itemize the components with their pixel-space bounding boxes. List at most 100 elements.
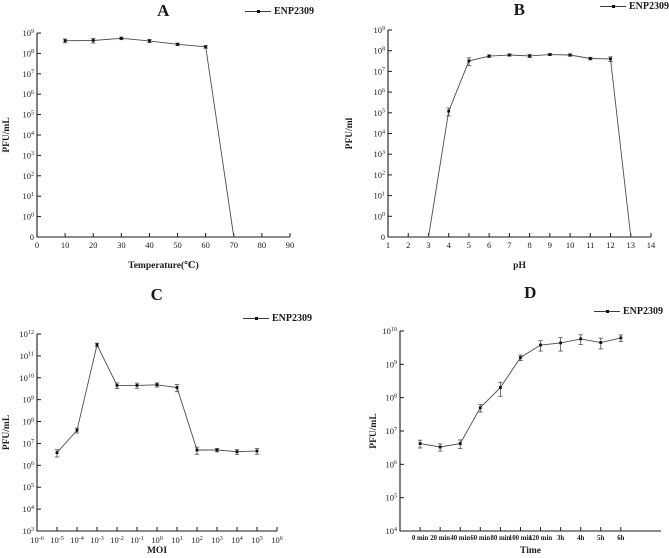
panel-d: 1010 109 108 107 106 105 104 0 min 20 min 40 min 6…	[334, 279, 669, 558]
svg-text:109: 109	[373, 25, 385, 35]
svg-text:105: 105	[22, 110, 34, 120]
svg-text:PFU/mL: PFU/mL	[2, 117, 12, 152]
svg-text:PFU/mL: PFU/mL	[2, 415, 12, 450]
svg-text:101: 101	[171, 535, 183, 545]
svg-text:6: 6	[487, 240, 491, 250]
svg-text:107: 107	[22, 69, 34, 79]
svg-text:104: 104	[231, 535, 243, 545]
svg-text:107: 107	[373, 66, 385, 76]
svg-text:80: 80	[258, 240, 267, 250]
legend-dot-icon	[605, 310, 609, 313]
panel-b: 109 108 107 106 105 104 103 102 101 100 0 1 2 3 4 5 6 7 8 9…	[334, 0, 669, 279]
svg-text:80 min: 80 min	[490, 535, 510, 542]
svg-text:10-4: 10-4	[70, 535, 84, 545]
svg-text:70: 70	[230, 240, 239, 250]
svg-text:104: 104	[385, 526, 397, 536]
legend-dot-icon	[256, 10, 260, 13]
svg-text:5h: 5h	[597, 535, 604, 542]
svg-text:8: 8	[527, 240, 531, 250]
legend-line-marker-icon	[600, 5, 626, 8]
chart-c-legend-label: ENP2309	[272, 313, 312, 324]
svg-text:100 min: 100 min	[509, 535, 532, 542]
chart-c-title: C	[150, 285, 164, 304]
svg-text:109: 109	[385, 359, 397, 369]
chart-b-title: B	[513, 0, 526, 19]
chart-a-title: A	[157, 1, 170, 20]
svg-text:103: 103	[22, 150, 34, 160]
svg-text:40: 40	[145, 240, 154, 250]
svg-text:1010: 1010	[19, 373, 34, 383]
svg-text:10-3: 10-3	[90, 535, 104, 545]
svg-text:105: 105	[373, 108, 385, 118]
svg-text:Time: Time	[520, 546, 541, 556]
svg-text:103: 103	[373, 149, 385, 159]
svg-text:12: 12	[606, 240, 615, 250]
svg-text:106: 106	[271, 535, 283, 545]
svg-text:90: 90	[286, 240, 295, 250]
svg-text:PFU/mL: PFU/mL	[369, 413, 379, 448]
svg-text:108: 108	[22, 48, 34, 58]
legend-line-marker-icon	[245, 10, 271, 13]
chart-d-title: D	[524, 283, 537, 302]
chart-b-legend: ENP2309	[600, 1, 669, 12]
svg-text:20 min: 20 min	[430, 535, 450, 542]
svg-text:0 min: 0 min	[412, 535, 429, 542]
svg-text:106: 106	[22, 89, 34, 99]
svg-text:101: 101	[22, 191, 34, 201]
svg-text:0: 0	[30, 232, 34, 242]
legend-dot-icon	[611, 5, 615, 8]
svg-text:105: 105	[385, 493, 397, 503]
svg-text:105: 105	[251, 535, 263, 545]
svg-text:102: 102	[191, 535, 203, 545]
svg-text:104: 104	[373, 129, 385, 139]
svg-text:0: 0	[381, 232, 385, 242]
svg-text:4h: 4h	[577, 535, 584, 542]
svg-text:10: 10	[61, 240, 70, 250]
svg-text:14: 14	[647, 240, 656, 250]
svg-text:Temperature(℃): Temperature(℃)	[128, 260, 198, 271]
svg-text:40 min: 40 min	[450, 535, 470, 542]
svg-text:10: 10	[566, 240, 575, 250]
svg-text:100: 100	[22, 212, 34, 222]
svg-text:5: 5	[467, 240, 471, 250]
svg-text:13: 13	[627, 240, 636, 250]
svg-text:10-1: 10-1	[130, 535, 144, 545]
svg-text:30: 30	[117, 240, 126, 250]
svg-text:106: 106	[373, 87, 385, 97]
svg-text:60: 60	[201, 240, 210, 250]
svg-text:9: 9	[548, 240, 552, 250]
svg-text:60 min: 60 min	[470, 535, 490, 542]
svg-text:103: 103	[211, 535, 223, 545]
svg-text:107: 107	[22, 438, 34, 448]
svg-text:108: 108	[22, 417, 34, 427]
chart-d-legend: ENP2309	[594, 306, 663, 317]
svg-text:1012: 1012	[19, 329, 34, 339]
svg-text:105: 105	[22, 482, 34, 492]
svg-text:109: 109	[22, 395, 34, 405]
svg-text:10-5: 10-5	[50, 535, 64, 545]
svg-text:1: 1	[386, 240, 390, 250]
svg-text:106: 106	[22, 460, 34, 470]
svg-text:108: 108	[385, 393, 397, 403]
svg-text:11: 11	[586, 240, 594, 250]
legend-dot-icon	[254, 317, 258, 320]
svg-text:100: 100	[373, 211, 385, 221]
panel-c: 1012 1011 1010 109 108 107 106 105 104 103 10-6 10-…	[0, 279, 334, 558]
svg-text:1010: 1010	[382, 326, 397, 336]
svg-text:20: 20	[89, 240, 98, 250]
svg-text:10-2: 10-2	[110, 535, 124, 545]
svg-text:1011: 1011	[20, 351, 34, 361]
svg-text:109: 109	[22, 28, 34, 38]
svg-text:104: 104	[22, 504, 34, 514]
svg-text:7: 7	[507, 240, 511, 250]
svg-text:0: 0	[35, 240, 39, 250]
svg-text:120 min: 120 min	[529, 535, 552, 542]
chart-a-legend-label: ENP2309	[274, 6, 314, 17]
svg-text:107: 107	[385, 426, 397, 436]
chart-d-legend-label: ENP2309	[623, 306, 663, 317]
chart-c-legend: ENP2309	[243, 313, 312, 324]
svg-text:4: 4	[447, 240, 452, 250]
